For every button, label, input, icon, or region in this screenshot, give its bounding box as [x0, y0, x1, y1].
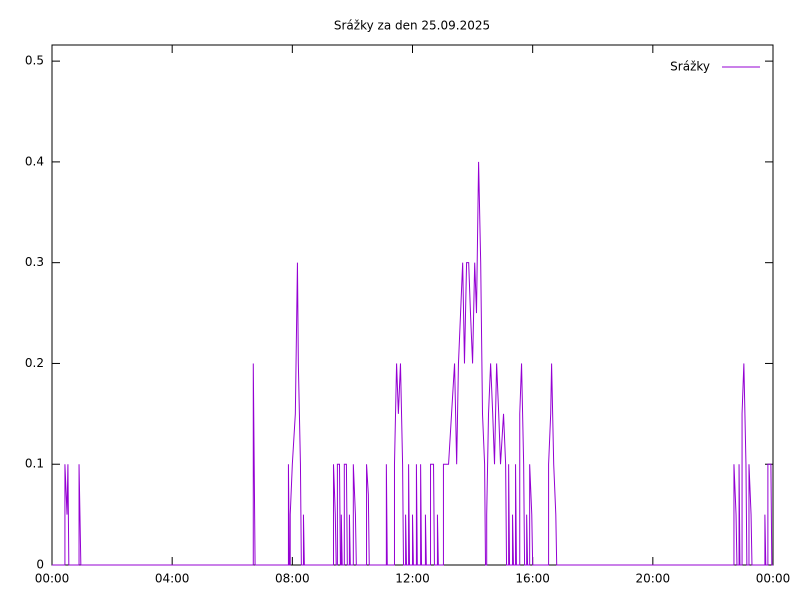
chart-title: Srážky za den 25.09.2025	[334, 19, 490, 33]
y-tick-label: 0.1	[25, 457, 44, 471]
y-tick-label: 0.3	[25, 255, 44, 269]
x-tick-label: 20:00	[636, 572, 671, 586]
legend-label: Srážky	[670, 60, 710, 74]
x-tick-label: 00:00	[756, 572, 791, 586]
y-tick-label: 0	[36, 558, 44, 572]
y-tick-label: 0.2	[25, 356, 44, 370]
x-tick-label: 12:00	[395, 572, 430, 586]
x-tick-label: 08:00	[275, 572, 310, 586]
y-tick-label: 0.4	[25, 154, 44, 168]
y-tick-label: 0.5	[25, 54, 44, 68]
x-tick-label: 00:00	[35, 572, 70, 586]
data-line	[52, 161, 773, 566]
x-tick-label: 04:00	[155, 572, 190, 586]
x-tick-label: 16:00	[515, 572, 550, 586]
